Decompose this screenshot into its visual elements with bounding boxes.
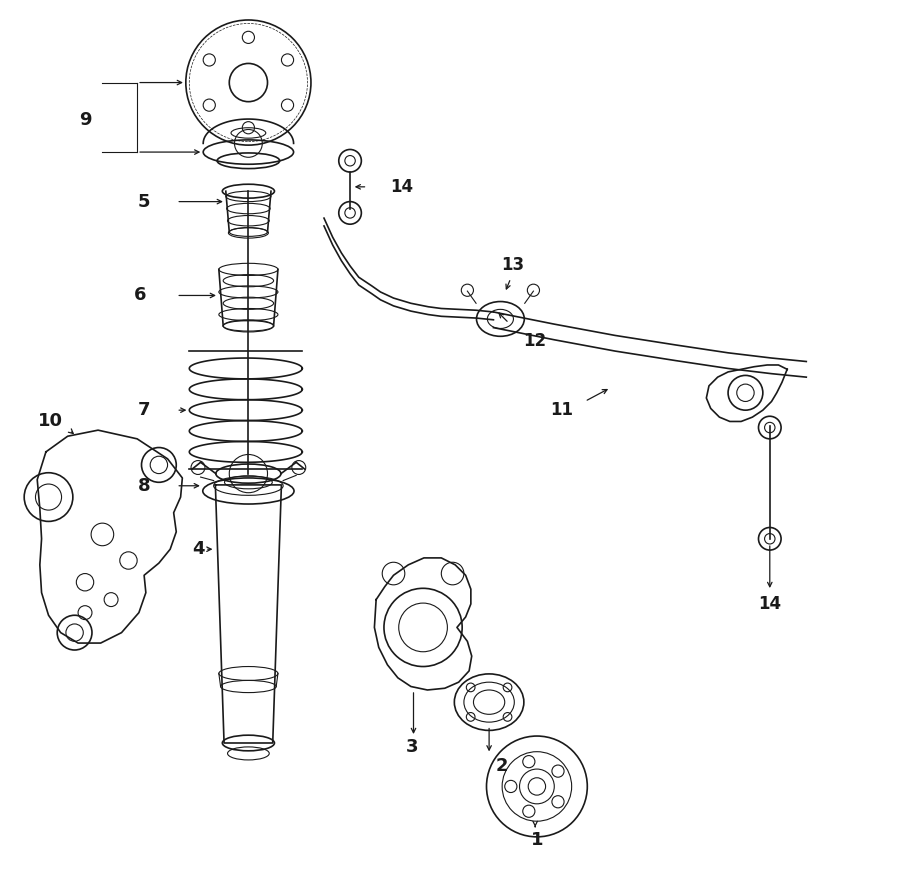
Text: 9: 9 [79, 111, 91, 129]
Text: 5: 5 [138, 193, 150, 210]
Text: 4: 4 [192, 541, 204, 558]
Text: 3: 3 [406, 739, 418, 756]
Text: 12: 12 [524, 332, 546, 349]
Text: 10: 10 [38, 413, 63, 430]
Text: 8: 8 [138, 477, 150, 494]
Text: 14: 14 [391, 178, 414, 196]
Text: 7: 7 [138, 401, 150, 419]
Text: 2: 2 [496, 758, 508, 775]
Text: 11: 11 [550, 401, 572, 419]
Text: 14: 14 [758, 595, 781, 613]
Text: 13: 13 [501, 256, 524, 274]
Text: 1: 1 [531, 832, 543, 849]
Text: 6: 6 [133, 287, 146, 304]
